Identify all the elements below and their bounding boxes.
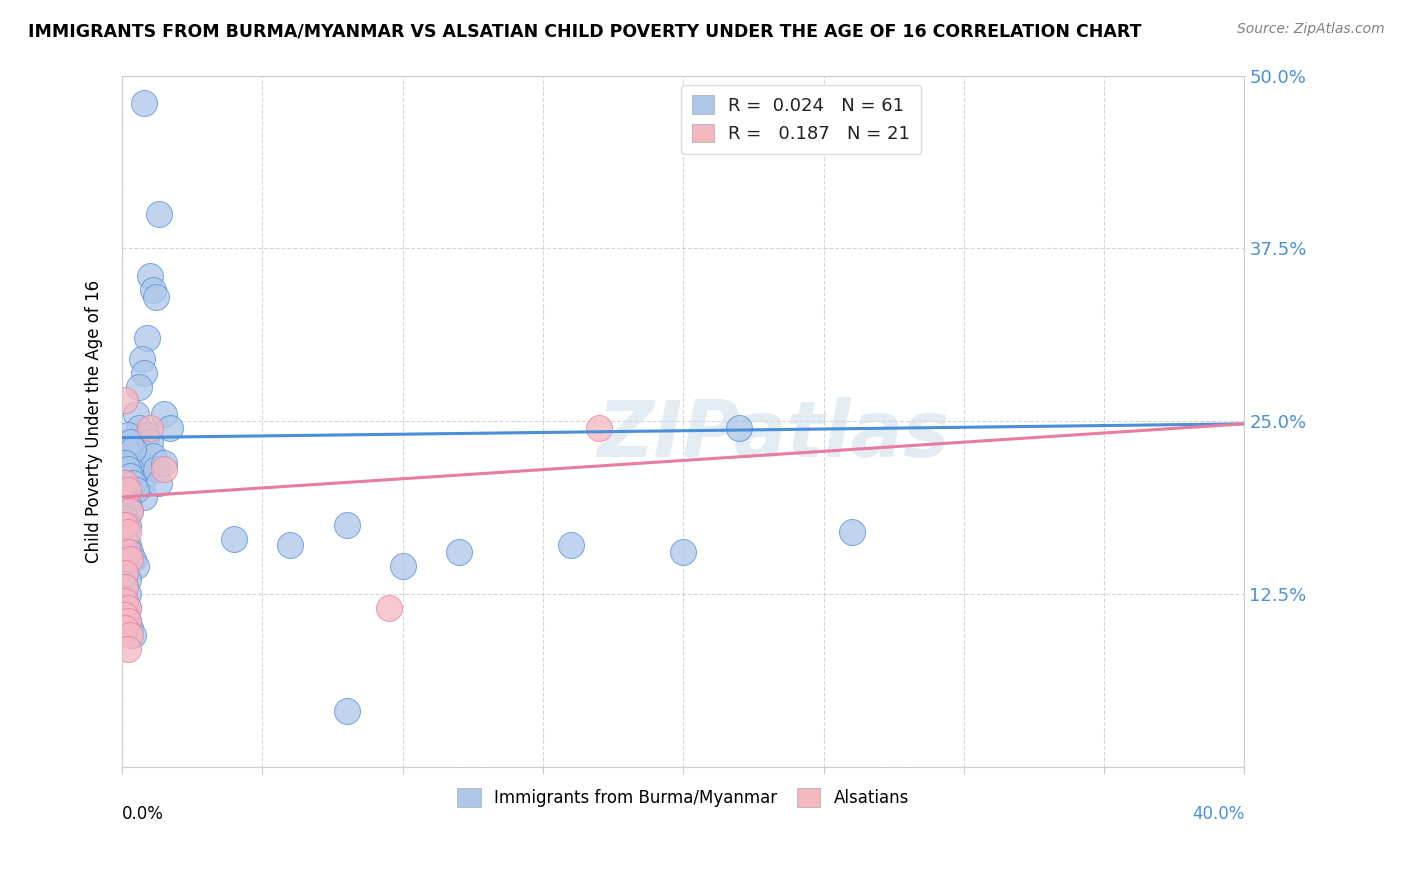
Point: [120, 545, 142, 559]
Point: [114, 566, 136, 580]
Point: [117, 462, 139, 476]
Point: [117, 428, 139, 442]
Point: [120, 552, 142, 566]
Point: [120, 628, 142, 642]
Point: [114, 593, 136, 607]
Point: [114, 621, 136, 635]
Point: [117, 545, 139, 559]
Point: [131, 351, 153, 366]
Y-axis label: Child Poverty Under the Age of 16: Child Poverty Under the Age of 16: [86, 279, 103, 563]
Point: [122, 476, 145, 491]
Point: [142, 283, 165, 297]
Point: [120, 621, 142, 635]
Legend: Immigrants from Burma/Myanmar, Alsatians: Immigrants from Burma/Myanmar, Alsatians: [451, 781, 915, 814]
Point: [139, 434, 162, 449]
Point: [114, 456, 136, 470]
Point: [139, 268, 162, 283]
Point: [128, 462, 150, 476]
Point: [117, 524, 139, 539]
Point: [117, 600, 139, 615]
Point: [117, 615, 139, 629]
Point: [128, 421, 150, 435]
Point: [117, 642, 139, 657]
Point: [153, 462, 176, 476]
Point: [588, 421, 610, 435]
Point: [114, 490, 136, 504]
Point: [125, 559, 148, 574]
Point: [120, 434, 142, 449]
Point: [145, 462, 167, 476]
Text: IMMIGRANTS FROM BURMA/MYANMAR VS ALSATIAN CHILD POVERTY UNDER THE AGE OF 16 CORR: IMMIGRANTS FROM BURMA/MYANMAR VS ALSATIA…: [28, 22, 1142, 40]
Point: [128, 379, 150, 393]
Point: [148, 207, 170, 221]
Point: [117, 517, 139, 532]
Point: [114, 566, 136, 580]
Point: [122, 552, 145, 566]
Point: [280, 538, 302, 552]
Point: [114, 580, 136, 594]
Point: [377, 600, 399, 615]
Point: [117, 483, 139, 498]
Point: [672, 545, 695, 559]
Point: [134, 96, 156, 111]
Point: [136, 331, 159, 345]
Point: [841, 524, 863, 539]
Point: [120, 504, 142, 518]
Point: [114, 593, 136, 607]
Point: [139, 421, 162, 435]
Point: [117, 600, 139, 615]
Point: [142, 449, 165, 463]
Point: [125, 483, 148, 498]
Point: [120, 504, 142, 518]
Point: [114, 607, 136, 622]
Point: [114, 393, 136, 408]
Point: [145, 290, 167, 304]
Point: [122, 442, 145, 456]
Point: [134, 366, 156, 380]
Point: [120, 469, 142, 483]
Point: [122, 434, 145, 449]
Point: [560, 538, 582, 552]
Text: Source: ZipAtlas.com: Source: ZipAtlas.com: [1237, 22, 1385, 37]
Point: [114, 532, 136, 546]
Point: [335, 704, 357, 718]
Point: [153, 407, 176, 421]
Point: [117, 538, 139, 552]
Point: [114, 580, 136, 594]
Point: [122, 628, 145, 642]
Text: 40.0%: 40.0%: [1192, 805, 1244, 823]
Point: [391, 559, 413, 574]
Point: [134, 490, 156, 504]
Point: [136, 428, 159, 442]
Point: [117, 573, 139, 587]
Point: [114, 517, 136, 532]
Point: [125, 407, 148, 421]
Point: [114, 607, 136, 622]
Text: ZIPatlas: ZIPatlas: [598, 397, 949, 473]
Point: [159, 421, 181, 435]
Point: [114, 510, 136, 524]
Point: [153, 456, 176, 470]
Point: [447, 545, 470, 559]
Point: [117, 615, 139, 629]
Point: [114, 476, 136, 491]
Point: [125, 449, 148, 463]
Point: [131, 476, 153, 491]
Text: 0.0%: 0.0%: [122, 805, 165, 823]
Point: [148, 476, 170, 491]
Point: [224, 532, 246, 546]
Point: [728, 421, 751, 435]
Point: [117, 497, 139, 511]
Point: [117, 587, 139, 601]
Point: [335, 517, 357, 532]
